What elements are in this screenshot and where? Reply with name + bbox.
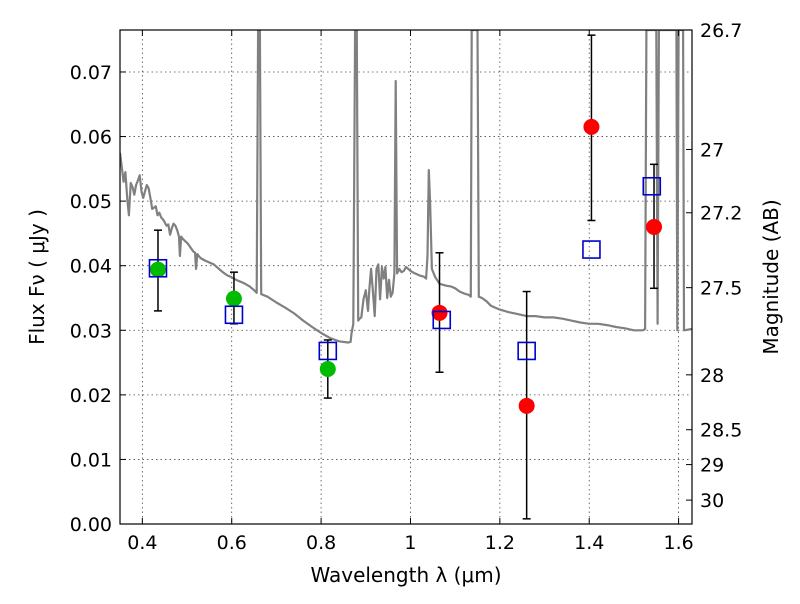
model-flux-square: [642, 176, 662, 196]
y2-axis-ticks: 26.7 27 27.2 27.5 28 28.5 29 30: [686, 20, 742, 512]
plot-frame: [119, 29, 693, 525]
model-spectrum-line: [120, 30, 692, 344]
y-tick-label: 0.01: [70, 449, 112, 471]
y2-tick-label: 28.5: [700, 420, 742, 442]
x-tick-label: 0.4: [127, 532, 157, 554]
model-flux-square: [148, 258, 168, 278]
y2-tick-label: 29: [700, 455, 724, 477]
y-tick-label: 0.03: [70, 320, 112, 342]
photometry-point: [319, 361, 336, 378]
x-axis-title: Wavelength λ (μm): [310, 563, 501, 587]
photometry-point: [518, 397, 535, 414]
model-flux-square: [582, 240, 601, 259]
model-flux-square: [224, 305, 244, 325]
x-tick-label: 1.4: [574, 532, 604, 554]
y2-tick-label: 30: [700, 490, 724, 512]
model-flux-square: [318, 341, 338, 361]
y2-tick-label: 27.2: [700, 203, 742, 225]
y-tick-label: 0.05: [70, 191, 112, 213]
x-axis-ticks: 0.4 0.6 0.8 1 1.2 1.4 1.6: [127, 30, 694, 554]
y2-tick-label: 27: [700, 139, 724, 161]
grid-lines: [120, 30, 692, 525]
x-tick-label: 1.2: [485, 532, 515, 554]
model-flux-square: [432, 310, 452, 330]
y2-tick-label: 28: [700, 365, 724, 387]
y2-tick-label: 26.7: [700, 20, 742, 42]
x-tick-label: 1.6: [663, 532, 693, 554]
y2-tick-label: 27.5: [700, 278, 742, 300]
marker-layer: [148, 118, 663, 414]
x-tick-label: 0.8: [306, 532, 336, 554]
y-tick-label: 0.07: [70, 62, 112, 84]
model-spectrum-layer: [120, 30, 692, 344]
model-flux-square: [517, 341, 536, 361]
x-tick-label: 1: [404, 532, 416, 554]
y-axis-ticks: 0.00 0.01 0.02 0.03 0.04 0.05 0.06 0.07: [70, 62, 126, 536]
y2-axis-title: Magnitude (AB): [759, 199, 783, 354]
photometry-point: [225, 290, 242, 307]
y-tick-label: 0.02: [70, 385, 112, 407]
y-tick-label: 0.06: [70, 127, 112, 149]
photometry-point: [646, 218, 663, 235]
y-tick-label: 0.00: [70, 514, 112, 536]
x-tick-label: 0.6: [217, 532, 247, 554]
photometry-point: [431, 304, 448, 321]
photometry-point: [149, 261, 166, 278]
y-tick-label: 0.04: [70, 256, 112, 278]
photometry-point: [583, 118, 600, 135]
y-axis-title: Flux Fν ( μJy ): [25, 209, 49, 345]
